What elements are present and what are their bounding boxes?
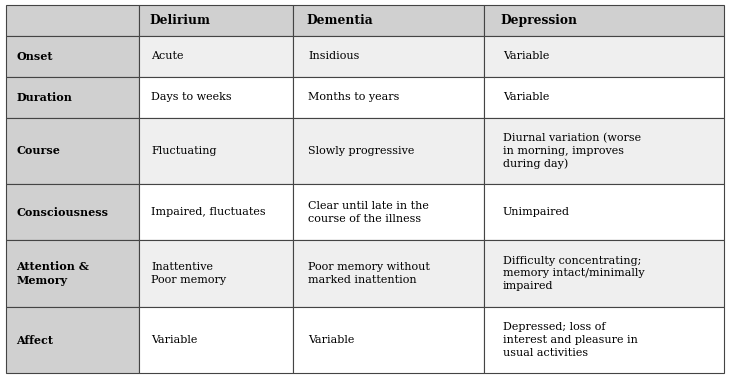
Bar bbox=[483, 36, 724, 77]
Text: Consciousness: Consciousness bbox=[17, 207, 109, 218]
Text: Affect: Affect bbox=[17, 335, 53, 345]
Bar bbox=[6, 5, 139, 36]
Text: Inattentive
Poor memory: Inattentive Poor memory bbox=[151, 262, 226, 285]
Bar bbox=[139, 77, 293, 118]
Text: Depression: Depression bbox=[500, 14, 577, 27]
Text: Fluctuating: Fluctuating bbox=[151, 146, 217, 156]
Bar bbox=[483, 118, 724, 184]
Text: Slowly progressive: Slowly progressive bbox=[308, 146, 415, 156]
Text: Duration: Duration bbox=[17, 92, 72, 103]
Bar bbox=[139, 36, 293, 77]
Bar bbox=[6, 307, 139, 373]
Bar bbox=[293, 307, 483, 373]
Text: Diurnal variation (worse
in morning, improves
during day): Diurnal variation (worse in morning, imp… bbox=[503, 133, 641, 169]
Bar bbox=[6, 240, 139, 307]
Bar bbox=[6, 184, 139, 240]
Bar bbox=[293, 184, 483, 240]
Bar bbox=[293, 118, 483, 184]
Bar bbox=[483, 5, 724, 36]
Text: Attention &
Memory: Attention & Memory bbox=[17, 261, 89, 286]
Text: Variable: Variable bbox=[503, 92, 549, 102]
Bar bbox=[139, 240, 293, 307]
Text: Poor memory without
marked inattention: Poor memory without marked inattention bbox=[308, 262, 430, 285]
Text: Dementia: Dementia bbox=[307, 14, 373, 27]
Bar bbox=[6, 118, 139, 184]
Text: Variable: Variable bbox=[503, 51, 549, 61]
Text: Unimpaired: Unimpaired bbox=[503, 207, 570, 217]
Bar bbox=[293, 5, 483, 36]
Bar bbox=[139, 307, 293, 373]
Text: Clear until late in the
course of the illness: Clear until late in the course of the il… bbox=[308, 201, 429, 224]
Text: Delirium: Delirium bbox=[150, 14, 210, 27]
Bar bbox=[6, 36, 139, 77]
Text: Months to years: Months to years bbox=[308, 92, 400, 102]
Bar bbox=[139, 118, 293, 184]
Text: Days to weeks: Days to weeks bbox=[151, 92, 231, 102]
Text: Acute: Acute bbox=[151, 51, 183, 61]
Bar bbox=[293, 77, 483, 118]
Bar bbox=[293, 240, 483, 307]
Text: Insidious: Insidious bbox=[308, 51, 360, 61]
Bar bbox=[139, 184, 293, 240]
Bar bbox=[483, 77, 724, 118]
Text: Onset: Onset bbox=[17, 51, 53, 62]
Bar bbox=[483, 184, 724, 240]
Bar bbox=[293, 36, 483, 77]
Bar bbox=[483, 307, 724, 373]
Text: Course: Course bbox=[17, 146, 61, 156]
Text: Variable: Variable bbox=[308, 335, 355, 345]
Bar bbox=[6, 77, 139, 118]
Text: Impaired, fluctuates: Impaired, fluctuates bbox=[151, 207, 266, 217]
Bar bbox=[139, 5, 293, 36]
Bar bbox=[483, 240, 724, 307]
Text: Difficulty concentrating;
memory intact/minimally
impaired: Difficulty concentrating; memory intact/… bbox=[503, 256, 645, 291]
Text: Depressed; loss of
interest and pleasure in
usual activities: Depressed; loss of interest and pleasure… bbox=[503, 322, 637, 358]
Text: Variable: Variable bbox=[151, 335, 197, 345]
